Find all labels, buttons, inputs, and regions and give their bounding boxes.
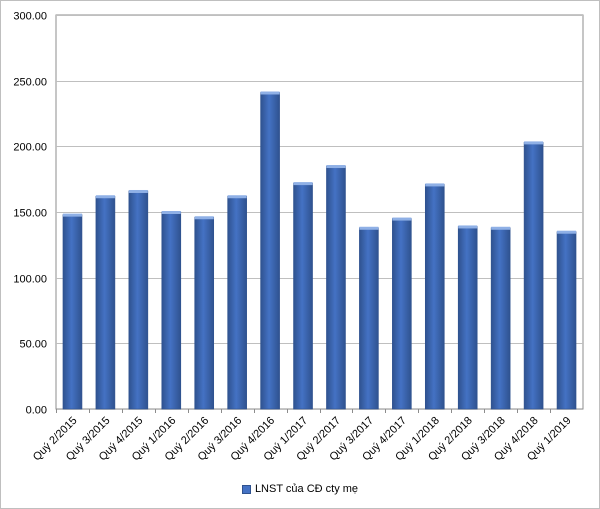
bar-top	[293, 182, 313, 186]
bar	[392, 218, 412, 410]
bar	[359, 227, 379, 410]
bar-top	[161, 211, 181, 214]
bar	[326, 165, 346, 410]
legend: LNST của CĐ cty mẹ	[1, 483, 599, 495]
bar	[161, 211, 182, 410]
bar-top	[491, 226, 511, 230]
y-tick-label: 250.00	[13, 77, 47, 89]
y-tick-label: 50.00	[19, 339, 47, 351]
bar-top	[260, 91, 280, 95]
bar-top	[524, 141, 544, 145]
bar-top	[95, 195, 115, 199]
bar-top	[557, 230, 577, 234]
bar	[128, 190, 149, 410]
y-tick-label: 150.00	[13, 208, 47, 220]
bar-top	[62, 213, 82, 217]
y-tick-label: 100.00	[13, 274, 47, 286]
legend-label: LNST của CĐ cty mẹ	[254, 483, 359, 495]
bar	[293, 182, 313, 410]
bar	[457, 226, 478, 410]
bar-top	[359, 226, 379, 230]
bar-top	[128, 189, 148, 193]
bar	[227, 195, 247, 410]
bar	[62, 214, 83, 410]
bar-top	[326, 165, 346, 169]
bar	[194, 216, 215, 410]
bar	[490, 227, 511, 410]
bar-top	[227, 195, 247, 199]
bar	[95, 195, 116, 410]
bar-top	[194, 216, 214, 220]
y-tick-label: 0.00	[26, 405, 47, 417]
legend-swatch	[241, 484, 251, 494]
y-tick-label: 300.00	[13, 11, 47, 23]
bar-top	[425, 183, 445, 187]
bar	[556, 231, 577, 410]
bar	[523, 142, 544, 410]
bar	[260, 92, 280, 410]
bar	[424, 184, 445, 410]
bar-top	[458, 225, 478, 229]
y-tick-label: 200.00	[13, 142, 47, 154]
bar-top	[392, 217, 412, 221]
